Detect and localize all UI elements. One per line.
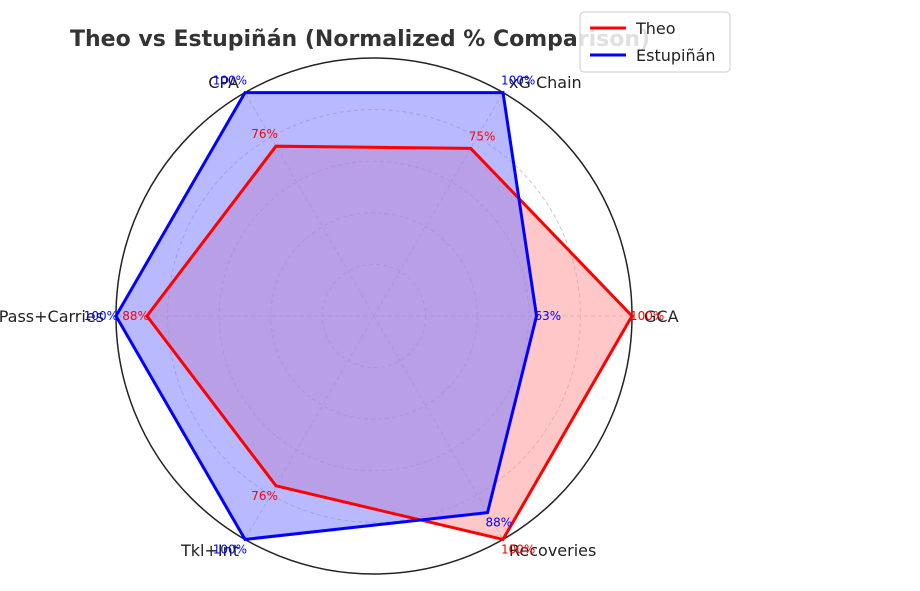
data-label-estupiñán-1: 63%	[535, 309, 562, 323]
data-label-theo-6: 100%	[501, 542, 535, 556]
axis-label-4: Prog Pass+Carries	[0, 307, 104, 326]
series-area-estupiñán	[116, 92, 537, 540]
legend-label-estupiñán: Estupiñán	[636, 46, 716, 65]
axis-label-2: xG Chain	[509, 73, 582, 92]
axis-label-5: Tkl+Int	[180, 541, 239, 560]
legend: Theo Estupiñán	[579, 11, 731, 73]
axis-label-6: Recoveries	[509, 541, 596, 560]
legend-label-theo: Theo	[635, 19, 676, 38]
axis-labels: GCA xG Chain CPA Prog Pass+Carries Tkl+Int Re…	[0, 73, 679, 560]
data-labels: 100% 75% 76% 88% 76% 100% 63% 100% 100% 100% 100% 8…	[84, 74, 665, 557]
data-label-theo-2: 75%	[469, 129, 496, 143]
axis-label-1: GCA	[644, 307, 679, 326]
data-label-theo-5: 76%	[251, 489, 278, 503]
data-label-theo-4: 88%	[122, 309, 149, 323]
series-line-estupiñán	[114, 91, 539, 542]
axis-label-3: CPA	[208, 73, 239, 92]
chart-title: Theo vs Estupiñán (Normalized % Comparis…	[70, 27, 650, 52]
data-label-theo-1: 100%	[630, 309, 664, 323]
data-label-estupiñán-6: 88%	[486, 516, 513, 530]
data-label-estupiñán-2: 100%	[501, 74, 535, 88]
data-label-estupiñán-3: 100%	[213, 74, 247, 88]
radar-series	[114, 91, 634, 542]
series-line-theo	[145, 144, 634, 542]
data-label-estupiñán-5: 100%	[213, 542, 247, 556]
data-label-theo-3: 76%	[251, 127, 278, 141]
data-label-estupiñán-4: 100%	[84, 309, 118, 323]
